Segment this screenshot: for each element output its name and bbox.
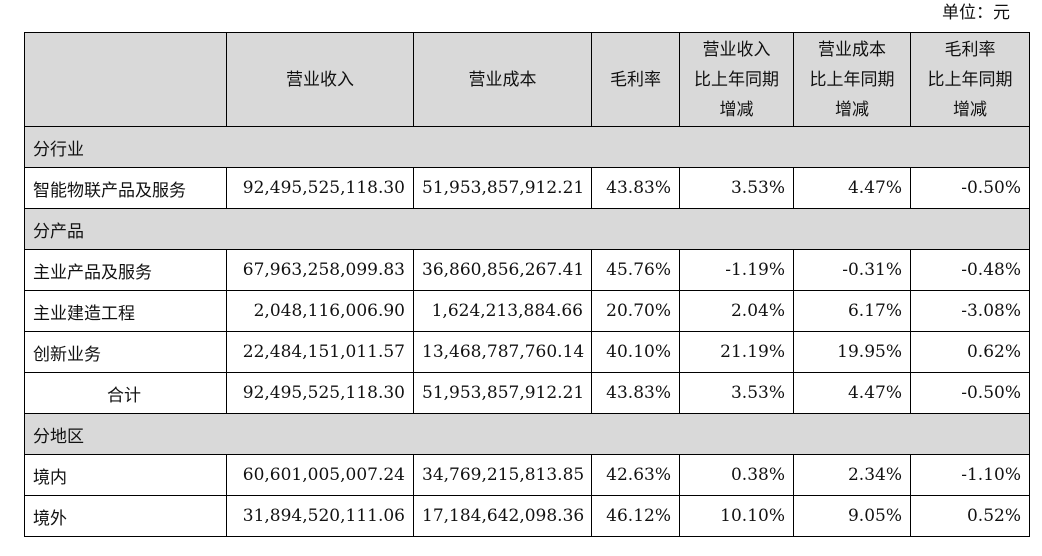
header-revenue-change: 营业收入 比上年同期 增减: [679, 32, 794, 127]
row-label: 主业产品及服务: [24, 249, 227, 291]
header-row: 营业收入 营业成本 毛利率 营业收入 比上年同期 增减 营业成本 比上年同期 增…: [24, 32, 1030, 127]
margin-change-cell: -0.48%: [910, 249, 1030, 291]
table-row: 主业产品及服务 67,963,258,099.83 36,860,856,267…: [24, 249, 1030, 291]
margin-cell: 46.12%: [591, 495, 680, 537]
margin-change-cell: -0.50%: [910, 372, 1030, 414]
row-label: 境外: [24, 495, 227, 537]
revenue-cell: 31,894,520,111.06: [226, 495, 414, 537]
row-label: 创新业务: [24, 331, 227, 373]
margin-cell: 45.76%: [591, 249, 680, 291]
section-label: 分地区: [24, 413, 1030, 455]
header-margin-change: 毛利率 比上年同期 增减: [910, 32, 1030, 127]
table-row: 主业建造工程 2,048,116,006.90 1,624,213,884.66…: [24, 290, 1030, 332]
cost-change-cell: 4.47%: [793, 372, 911, 414]
margin-cell: 43.83%: [591, 372, 680, 414]
revenue-change-cell: -1.19%: [679, 249, 794, 291]
table-row: 境内 60,601,005,007.24 34,769,215,813.85 4…: [24, 454, 1030, 496]
revenue-cell: 60,601,005,007.24: [226, 454, 414, 496]
header-cost-change: 营业成本 比上年同期 增减: [793, 32, 911, 127]
revenue-change-cell: 21.19%: [679, 331, 794, 373]
cost-change-cell: 4.47%: [793, 167, 911, 209]
revenue-cell: 92,495,525,118.30: [226, 167, 414, 209]
header-cost: 营业成本: [413, 32, 592, 127]
revenue-cell: 22,484,151,011.57: [226, 331, 414, 373]
table-row: 智能物联产品及服务 92,495,525,118.30 51,953,857,9…: [24, 167, 1030, 209]
revenue-change-cell: 10.10%: [679, 495, 794, 537]
revenue-cell: 92,495,525,118.30: [226, 372, 414, 414]
cost-cell: 13,468,787,760.14: [413, 331, 592, 373]
cost-cell: 1,624,213,884.66: [413, 290, 592, 332]
margin-change-cell: -3.08%: [910, 290, 1030, 332]
unit-label: 单位：元: [942, 3, 1010, 23]
revenue-cell: 2,048,116,006.90: [226, 290, 414, 332]
table-row: 境外 31,894,520,111.06 17,184,642,098.36 4…: [24, 495, 1030, 537]
cost-change-cell: 2.34%: [793, 454, 911, 496]
margin-cell: 20.70%: [591, 290, 680, 332]
section-label: 分产品: [24, 208, 1030, 250]
margin-change-cell: -1.10%: [910, 454, 1030, 496]
section-row-region: 分地区: [24, 413, 1030, 455]
cost-cell: 51,953,857,912.21: [413, 167, 592, 209]
cost-cell: 17,184,642,098.36: [413, 495, 592, 537]
table-row: 创新业务 22,484,151,011.57 13,468,787,760.14…: [24, 331, 1030, 373]
margin-cell: 42.63%: [591, 454, 680, 496]
cost-cell: 34,769,215,813.85: [413, 454, 592, 496]
revenue-change-cell: 3.53%: [679, 372, 794, 414]
section-label: 分行业: [24, 126, 1030, 168]
margin-cell: 43.83%: [591, 167, 680, 209]
cost-change-cell: -0.31%: [793, 249, 911, 291]
section-row-industry: 分行业: [24, 126, 1030, 168]
revenue-cell: 67,963,258,099.83: [226, 249, 414, 291]
cost-change-cell: 9.05%: [793, 495, 911, 537]
margin-cell: 40.10%: [591, 331, 680, 373]
section-row-product: 分产品: [24, 208, 1030, 250]
cost-change-cell: 6.17%: [793, 290, 911, 332]
margin-change-cell: 0.62%: [910, 331, 1030, 373]
row-label: 智能物联产品及服务: [24, 167, 227, 209]
revenue-change-cell: 3.53%: [679, 167, 794, 209]
row-label: 境内: [24, 454, 227, 496]
header-margin: 毛利率: [591, 32, 680, 127]
total-label: 合计: [24, 372, 227, 414]
total-row: 合计 92,495,525,118.30 51,953,857,912.21 4…: [24, 372, 1030, 414]
row-label: 主业建造工程: [24, 290, 227, 332]
revenue-change-cell: 2.04%: [679, 290, 794, 332]
revenue-change-cell: 0.38%: [679, 454, 794, 496]
header-blank: [24, 32, 227, 127]
header-revenue: 营业收入: [226, 32, 414, 127]
margin-change-cell: -0.50%: [910, 167, 1030, 209]
cost-cell: 36,860,856,267.41: [413, 249, 592, 291]
cost-change-cell: 19.95%: [793, 331, 911, 373]
margin-change-cell: 0.52%: [910, 495, 1030, 537]
cost-cell: 51,953,857,912.21: [413, 372, 592, 414]
financial-table: 营业收入 营业成本 毛利率 营业收入 比上年同期 增减 营业成本 比上年同期 增…: [24, 32, 1030, 537]
